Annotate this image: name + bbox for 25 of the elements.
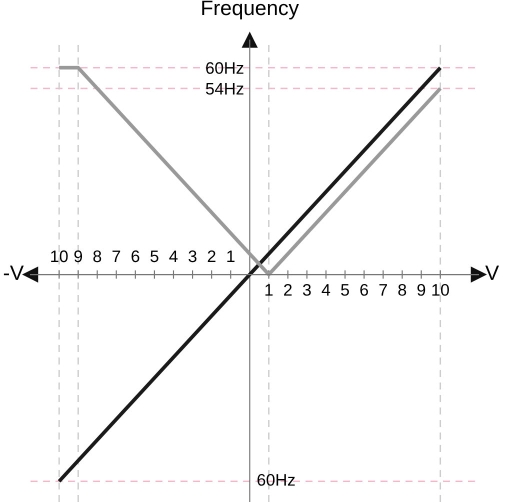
x-tick-label: 2: [284, 284, 292, 296]
x-axis-title: V: [485, 266, 499, 280]
annotation: 60Hz: [258, 474, 295, 486]
x2-tick-label: 3: [188, 250, 196, 262]
x-tick-label: 8: [398, 284, 406, 296]
x-tick-label: 5: [341, 284, 349, 296]
x-tick-label: 1: [265, 284, 273, 296]
x2-tick-label: 6: [132, 250, 140, 262]
x2-tick-label: 1: [227, 250, 234, 262]
x-tick-label: 3: [302, 284, 311, 296]
x-tick-label: 4: [322, 284, 330, 296]
x-tick-label: 9: [417, 284, 426, 296]
text: -V: [4, 266, 24, 280]
x2-tick-label: 7: [112, 250, 120, 262]
x2-tick-label: 9: [74, 250, 82, 262]
x-tick-label: 10: [432, 284, 449, 296]
y-axis-title: Frequency: [202, 0, 299, 20]
x2-tick-label: 2: [208, 250, 216, 262]
x2-tick-label: 10: [51, 250, 68, 262]
x2-tick-label: 8: [93, 250, 102, 262]
x2-tick-label: 5: [150, 250, 158, 262]
x-tick-label: 6: [360, 284, 368, 296]
y-tick-label: 54Hz: [206, 82, 244, 95]
x-tick-label: 7: [379, 284, 387, 296]
x2-tick-label: 4: [169, 250, 178, 262]
